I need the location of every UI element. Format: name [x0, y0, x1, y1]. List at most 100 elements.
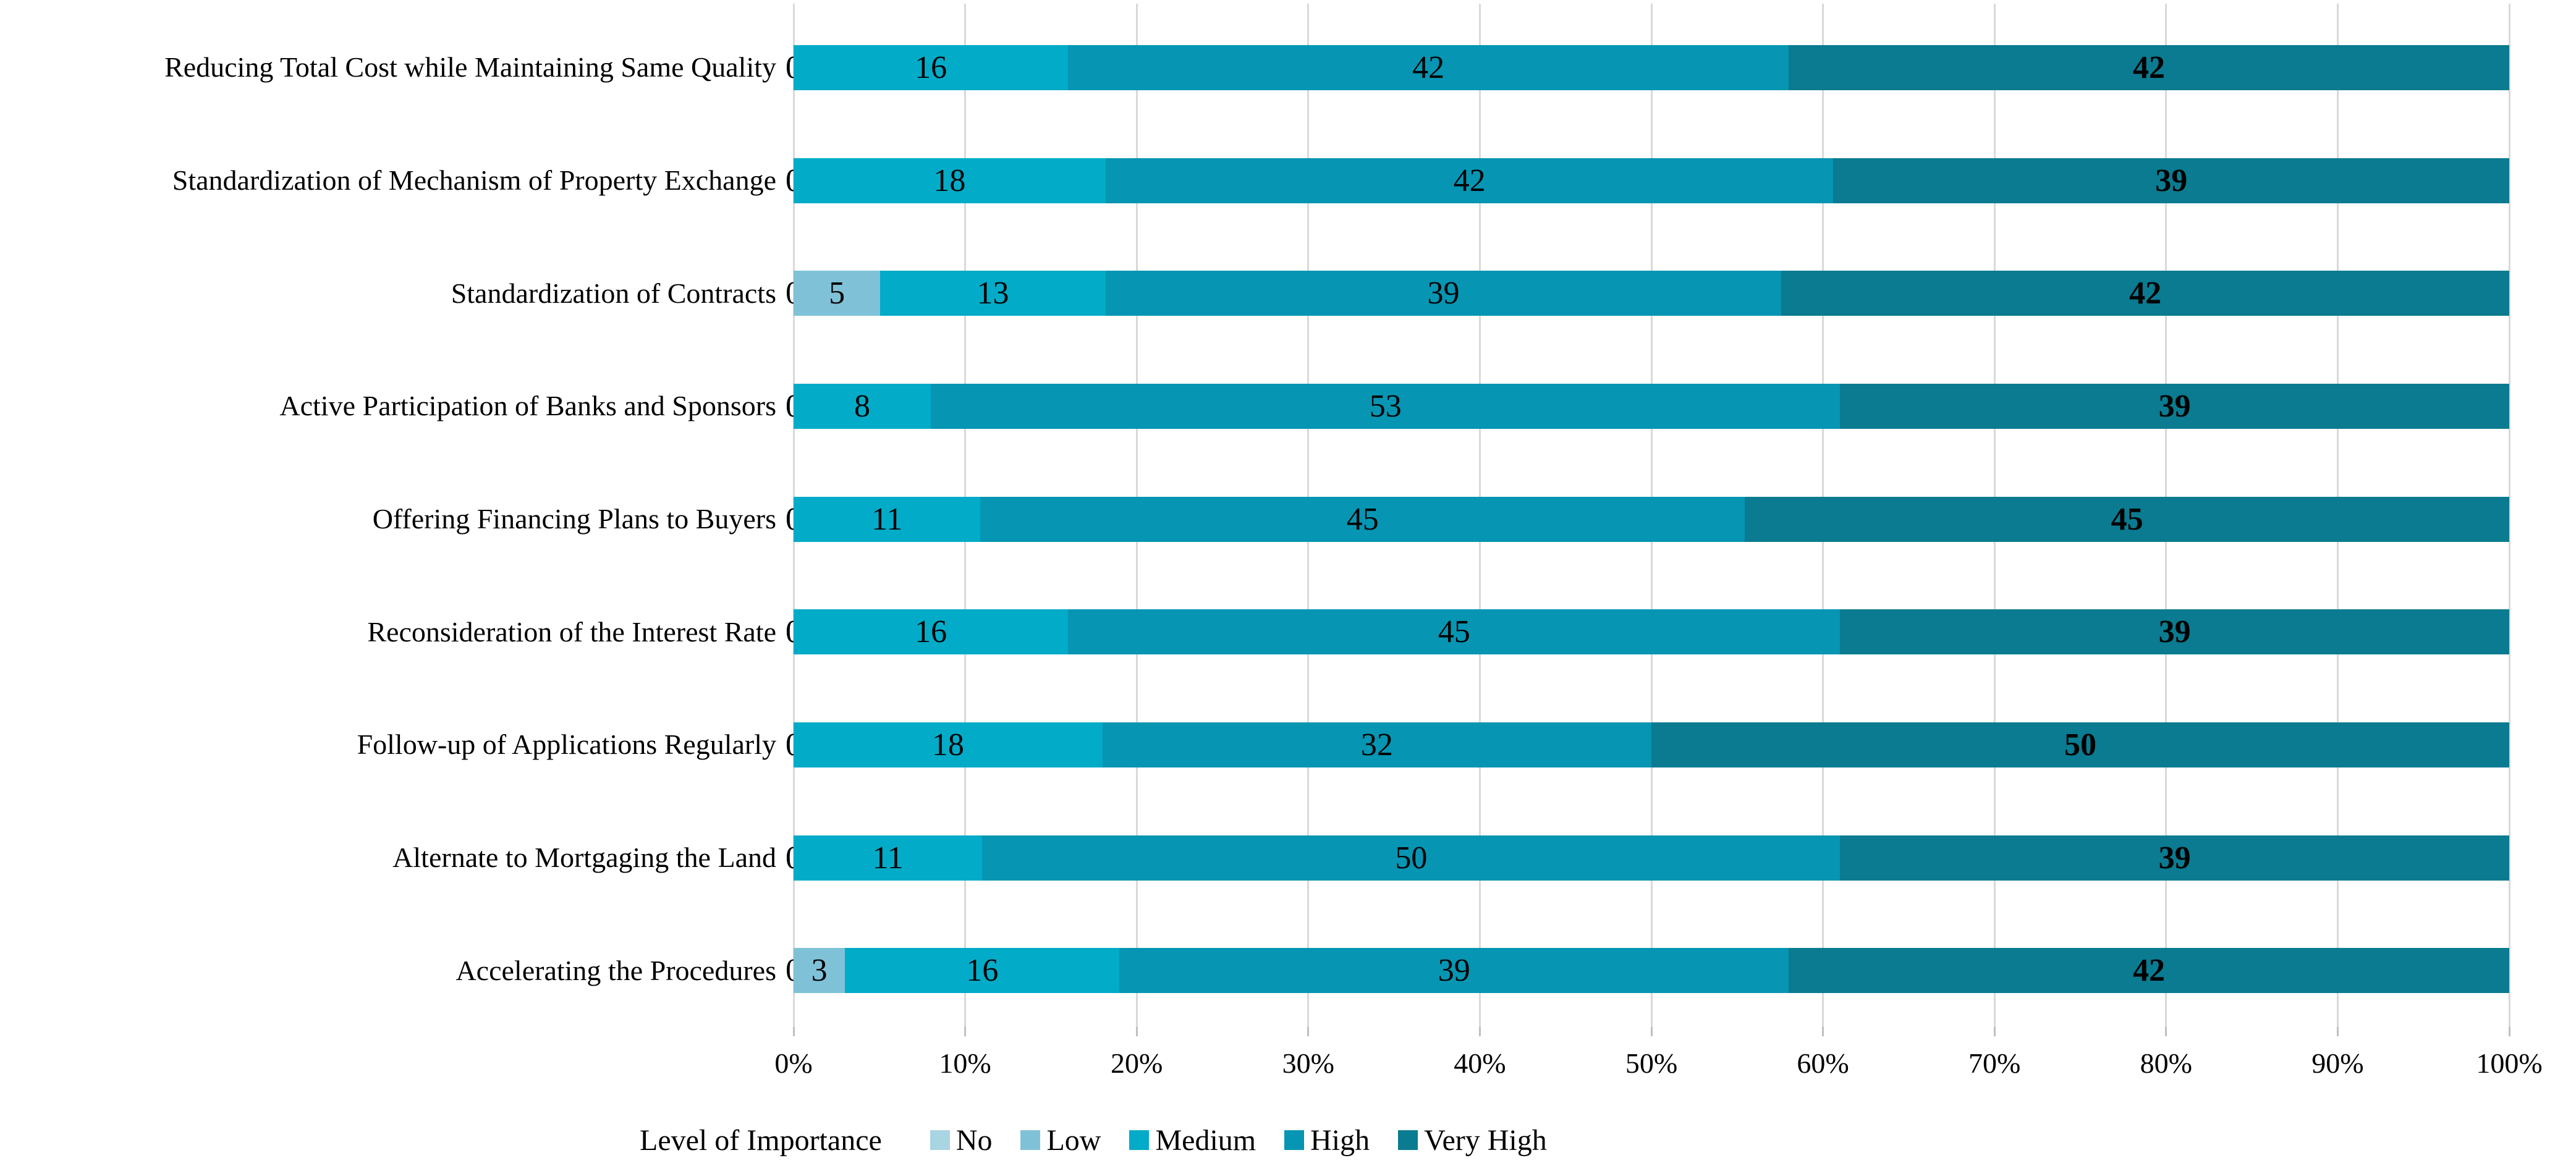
- category-label: Accelerating the Procedures: [455, 954, 776, 986]
- legend-label: No: [955, 1123, 993, 1157]
- bar-segment-medium: [794, 496, 981, 542]
- bar-segment-high: [1068, 44, 1789, 90]
- segment-label: 32: [1360, 727, 1393, 763]
- segment-label: 42: [2129, 276, 2162, 311]
- segment-label: 39: [2155, 163, 2188, 198]
- category-label: Reducing Total Cost while Maintaining Sa…: [164, 51, 776, 83]
- legend-item-very-high: Very High: [1398, 1123, 1547, 1157]
- legend-item-low: Low: [1020, 1123, 1101, 1157]
- tick-mark: [2165, 1027, 2167, 1036]
- x-tick-label: 100%: [2476, 1047, 2543, 1079]
- segment-label: 45: [2111, 501, 2143, 537]
- bar-segment-high: [931, 383, 1841, 429]
- segment-label: 3: [811, 953, 828, 989]
- tick-mark: [1993, 1027, 1996, 1036]
- bar-segment-very-high: [1745, 496, 2509, 542]
- segment-label: 39: [1427, 276, 1460, 311]
- legend-label: High: [1310, 1123, 1370, 1157]
- segment-label: 13: [977, 276, 1009, 311]
- x-tick-label: 50%: [1625, 1047, 1678, 1079]
- segment-label: 16: [966, 953, 999, 989]
- bar-segment-low: [794, 271, 881, 316]
- segment-label: 18: [931, 727, 964, 763]
- bar-segment-very-high: [1651, 722, 2509, 767]
- segment-label: 39: [2158, 840, 2191, 876]
- bar-segment-medium: [794, 158, 1106, 203]
- gridline: [2508, 4, 2510, 1027]
- category-label: Reconsideration of the Interest Rate: [367, 615, 776, 648]
- legend-item-medium: Medium: [1129, 1123, 1256, 1157]
- x-tick-label: 60%: [1797, 1047, 1849, 1079]
- bar-segment-medium: [880, 271, 1106, 316]
- segment-label: 42: [2133, 953, 2166, 989]
- segment-label: 39: [2158, 388, 2191, 424]
- bar-row: 0085339: [786, 383, 2509, 429]
- segment-label: 11: [872, 840, 904, 876]
- bar-segment-medium: [794, 44, 1069, 90]
- tick-mark: [1822, 1027, 1824, 1036]
- segment-label: 45: [1438, 614, 1470, 650]
- segment-label: 50: [1395, 840, 1428, 876]
- bar-segment-high: [1102, 722, 1651, 767]
- bar-row: 03163942: [786, 948, 2509, 994]
- category-label: Standardization of Mechanism of Property…: [172, 164, 776, 196]
- legend-swatch: [1129, 1130, 1150, 1150]
- bar-segment-very-high: [1781, 271, 2509, 316]
- bar-segment-medium: [794, 722, 1103, 767]
- x-tick-label: 0%: [774, 1047, 813, 1079]
- bar-segment-very-high: [1840, 835, 2509, 881]
- segment-label: 39: [1438, 953, 1470, 989]
- bar-segment-very-high: [1840, 383, 2509, 429]
- bar-row: 00184239: [786, 158, 2509, 203]
- tick-mark: [2508, 1027, 2510, 1036]
- legend-item-high: High: [1284, 1123, 1370, 1157]
- segment-label: 5: [829, 276, 845, 311]
- x-tick-label: 70%: [1968, 1047, 2021, 1079]
- legend-swatch: [1284, 1130, 1305, 1150]
- bar-segment-low: [794, 948, 845, 994]
- x-tick-label: 90%: [2311, 1047, 2364, 1079]
- tick-mark: [1135, 1027, 1138, 1036]
- segment-label: 42: [1453, 163, 1486, 198]
- bar-row: 00183250: [786, 722, 2509, 767]
- legend-label: Low: [1046, 1123, 1101, 1157]
- segment-label: 16: [915, 614, 947, 650]
- bar-segment-very-high: [1789, 948, 2509, 994]
- bar-segment-very-high: [1833, 158, 2509, 203]
- segment-label: 42: [2133, 49, 2166, 85]
- category-label: Standardization of Contracts: [451, 277, 776, 309]
- tick-mark: [964, 1027, 967, 1036]
- legend-items: No Low Medium High Very High: [930, 1123, 1575, 1157]
- bar-segment-medium: [845, 948, 1120, 994]
- bar-segment-medium: [794, 835, 983, 881]
- bar-row: 00164242: [786, 44, 2509, 90]
- bar-segment-very-high: [1789, 44, 2509, 90]
- legend-swatch: [1020, 1130, 1041, 1150]
- tick-mark: [2336, 1027, 2339, 1036]
- tick-mark: [1650, 1027, 1653, 1036]
- bar-segment-high: [1119, 948, 1789, 994]
- tick-mark: [792, 1027, 795, 1036]
- x-tick-label: 40%: [1454, 1047, 1506, 1079]
- x-tick-label: 10%: [939, 1047, 991, 1079]
- segment-label: 45: [1346, 501, 1379, 537]
- legend-swatch: [1398, 1130, 1418, 1150]
- x-tick-label: 20%: [1111, 1047, 1163, 1079]
- segment-label: 42: [1412, 49, 1445, 85]
- bar-segment-high: [1105, 271, 1782, 316]
- bar-segment-high: [980, 496, 1745, 542]
- legend-label: Very High: [1424, 1123, 1547, 1157]
- bar-segment-medium: [794, 383, 931, 429]
- legend-title: Level of Importance: [640, 1123, 882, 1157]
- legend-label: Medium: [1155, 1123, 1256, 1157]
- segment-label: 16: [915, 49, 947, 85]
- bar-segment-high: [982, 835, 1841, 881]
- plot-area: Reducing Total Cost while Maintaining Sa…: [164, 4, 2510, 1036]
- segment-label: 53: [1369, 388, 1402, 424]
- x-tick-label: 80%: [2140, 1047, 2192, 1079]
- x-tick-label: 30%: [1282, 1047, 1334, 1079]
- category-label: Offering Financing Plans to Buyers: [372, 503, 776, 535]
- bar-segment-very-high: [1840, 609, 2509, 655]
- segment-label: 50: [2064, 727, 2096, 763]
